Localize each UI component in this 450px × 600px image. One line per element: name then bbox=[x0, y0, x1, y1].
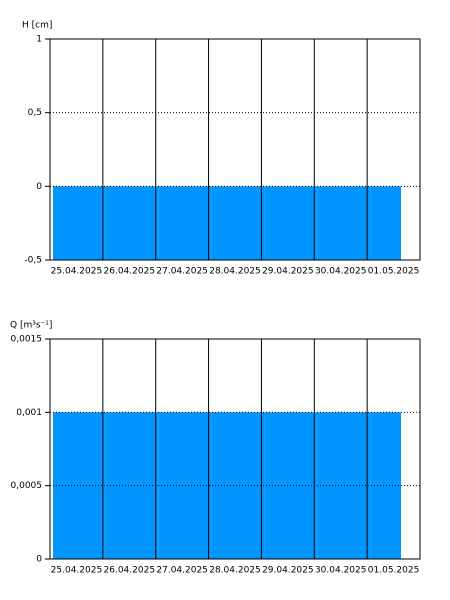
x-tick-label: 29.04.2025 bbox=[262, 566, 314, 576]
x-tick-label: 25.04.2025 bbox=[51, 566, 103, 576]
area-segment bbox=[158, 186, 212, 260]
x-tick-label: 26.04.2025 bbox=[104, 566, 156, 576]
y-tick-label: 1 bbox=[36, 35, 42, 45]
area-segment bbox=[370, 186, 401, 260]
x-tick-label: 27.04.2025 bbox=[156, 267, 208, 277]
y-tick-label: 0,0005 bbox=[11, 481, 43, 491]
area-segment bbox=[211, 412, 265, 559]
area-segment bbox=[53, 412, 106, 559]
y-axis-label: H [cm] bbox=[22, 21, 52, 31]
x-tick-label: 28.04.2025 bbox=[209, 566, 261, 576]
x-tick-label: 30.04.2025 bbox=[315, 267, 367, 277]
y-axis-label: Q [m³s⁻¹] bbox=[10, 321, 52, 331]
area-segment bbox=[105, 186, 159, 260]
y-tick-label: 0,5 bbox=[28, 108, 42, 118]
area-segment bbox=[53, 186, 106, 260]
x-tick-label: 01.05.2025 bbox=[368, 267, 420, 277]
x-tick-label: 27.04.2025 bbox=[156, 566, 208, 576]
y-tick-label: -0,5 bbox=[24, 256, 42, 266]
area-segment bbox=[317, 186, 371, 260]
x-tick-label: 29.04.2025 bbox=[262, 267, 314, 277]
x-tick-label: 01.05.2025 bbox=[368, 566, 420, 576]
area-segment bbox=[264, 186, 318, 260]
plot-frame bbox=[49, 338, 421, 560]
plot-frame bbox=[49, 38, 421, 261]
area-segment bbox=[211, 186, 265, 260]
y-tick-label: 0,0015 bbox=[11, 335, 43, 345]
y-tick-label: 0 bbox=[36, 555, 42, 565]
x-tick-label: 30.04.2025 bbox=[315, 566, 367, 576]
x-tick-label: 28.04.2025 bbox=[209, 267, 261, 277]
x-tick-label: 26.04.2025 bbox=[104, 267, 156, 277]
y-tick-label: 0,001 bbox=[16, 408, 42, 418]
x-tick-label: 25.04.2025 bbox=[51, 267, 103, 277]
y-tick-label: 0 bbox=[36, 182, 42, 192]
